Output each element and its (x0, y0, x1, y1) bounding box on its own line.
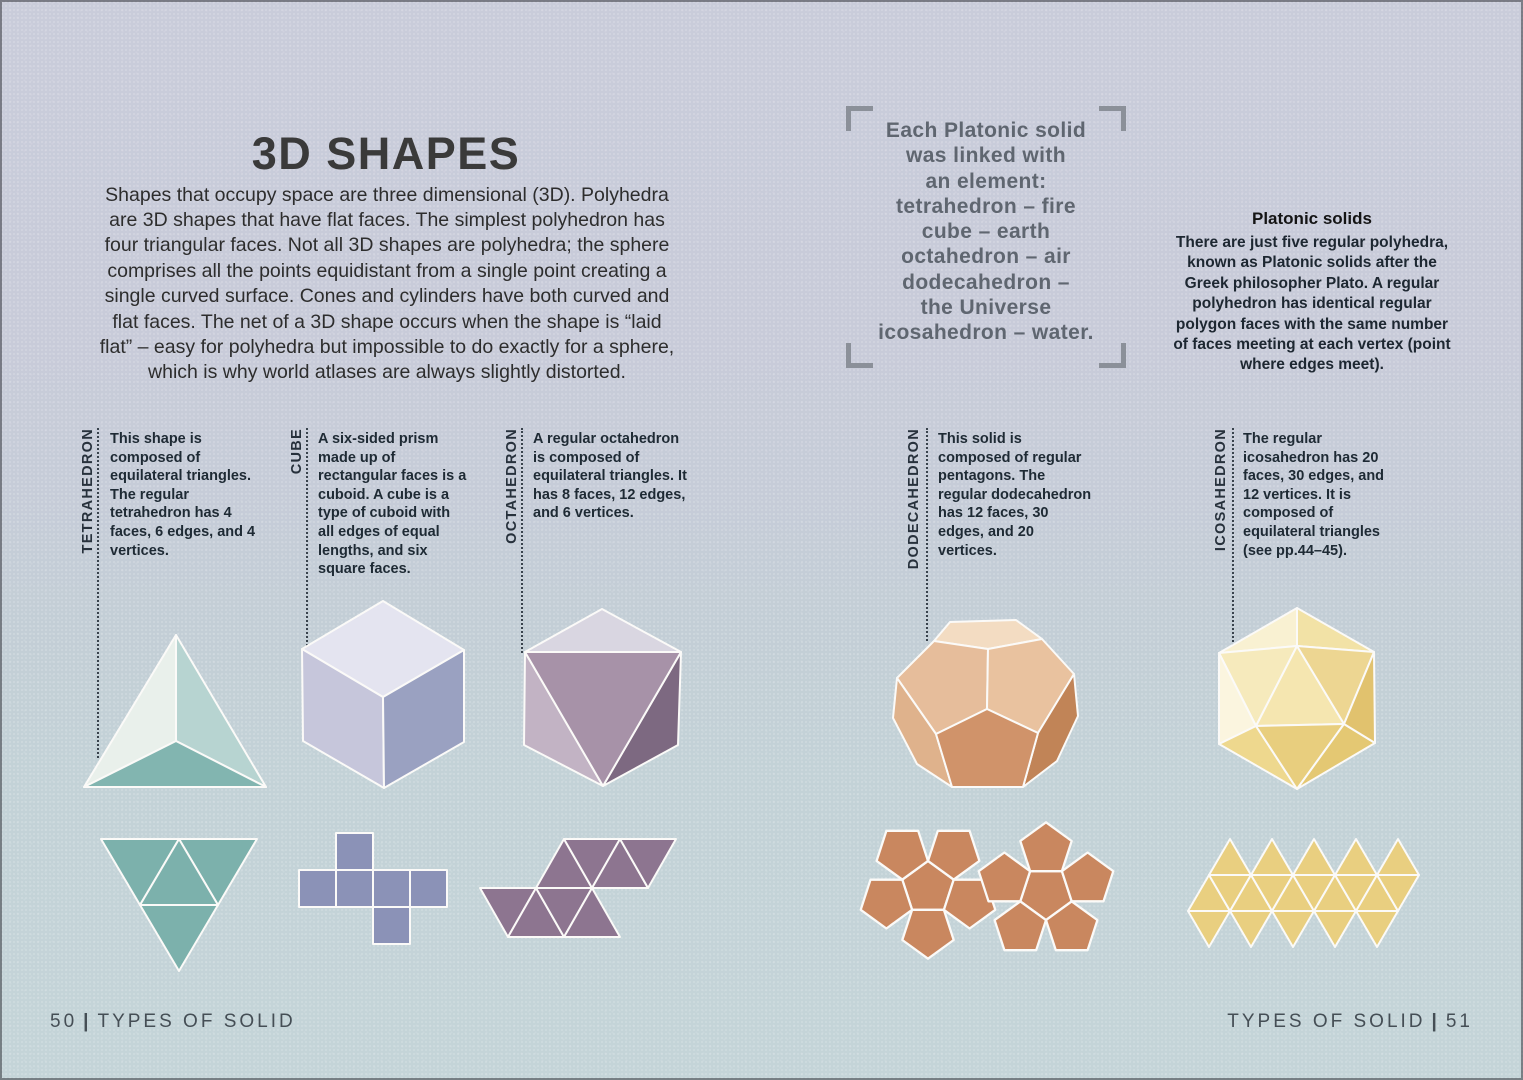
leader-line-dodecahedron (926, 428, 928, 641)
quote-bracket-bottom-left-icon (846, 343, 873, 368)
sidebar-heading: Platonic solids (1252, 209, 1372, 228)
quote-line: was linked with (905, 144, 1067, 168)
pull-quote-text: Each Platonic solid was linked with an e… (846, 118, 1126, 346)
page-number-right: 51 (1445, 1011, 1473, 1032)
sidebar-body: There are just five regular polyhedra, k… (1173, 234, 1451, 374)
description-dodecahedron: This solid is composed of regular pentag… (938, 431, 1092, 559)
label-dodecahedron: DODECAHEDRON (906, 428, 922, 570)
cube-net (298, 832, 448, 945)
page-number-left: 50 (50, 1011, 78, 1032)
dodecahedron-3d (892, 619, 1079, 788)
icosahedron-net (1187, 838, 1420, 948)
footer-left: 50 | TYPES OF SOLID (50, 1011, 296, 1033)
dodecahedron-net (859, 821, 1115, 960)
quote-line: octahedron – air (901, 245, 1071, 269)
quote-line: icosahedron – water. (878, 321, 1094, 345)
footer-right: TYPES OF SOLID | 51 (1227, 1011, 1473, 1033)
octahedron-3d (523, 608, 682, 787)
cube-3d (301, 600, 465, 789)
icosahedron-3d (1218, 607, 1376, 790)
quote-bracket-top-right-icon (1099, 106, 1126, 131)
quote-line: an element: (925, 169, 1047, 193)
leader-line-cube (306, 428, 308, 646)
quote-line: Each Platonic solid (885, 119, 1087, 142)
label-icosahedron: ICOSAHEDRON (1213, 428, 1229, 552)
quote-line: tetrahedron – fire (896, 194, 1076, 218)
description-icosahedron: The regular icosahedron has 20 faces, 30… (1243, 431, 1385, 559)
description-octahedron: A regular octahedron is composed of equi… (533, 431, 687, 522)
leader-line-icosahedron (1232, 428, 1234, 646)
quote-bracket-bottom-right-icon (1099, 343, 1126, 368)
quote-bracket-top-left-icon (846, 106, 873, 131)
footer-separator: | (1431, 1011, 1440, 1032)
description-tetrahedron: This shape is composed of equilateral tr… (110, 431, 256, 559)
leader-line-octahedron (521, 428, 523, 653)
footer-separator: | (83, 1011, 92, 1032)
label-octahedron: OCTAHEDRON (504, 428, 520, 544)
label-tetrahedron: TETRAHEDRON (80, 428, 96, 554)
intro-paragraph: Shapes that occupy space are three dimen… (99, 183, 675, 384)
page-title: 3D SHAPES (251, 128, 521, 180)
platonic-solids-sidebar: Platonic solids There are just five regu… (1172, 209, 1452, 376)
quote-line: the Universe (920, 296, 1052, 320)
quote-line: dodecahedron – (902, 270, 1070, 294)
footer-section-left: TYPES OF SOLID (97, 1011, 296, 1032)
octahedron-net (479, 838, 677, 938)
pull-quote-block: Each Platonic solid was linked with an e… (846, 106, 1126, 368)
quote-line: cube – earth (921, 220, 1051, 244)
description-cube: A six-sided prism made up of rectangular… (318, 431, 467, 578)
tetrahedron-3d (83, 634, 267, 788)
label-cube: CUBE (289, 428, 305, 475)
tetrahedron-net (100, 838, 258, 972)
leader-line-tetrahedron (97, 428, 99, 758)
footer-section-right: TYPES OF SOLID (1227, 1011, 1426, 1032)
